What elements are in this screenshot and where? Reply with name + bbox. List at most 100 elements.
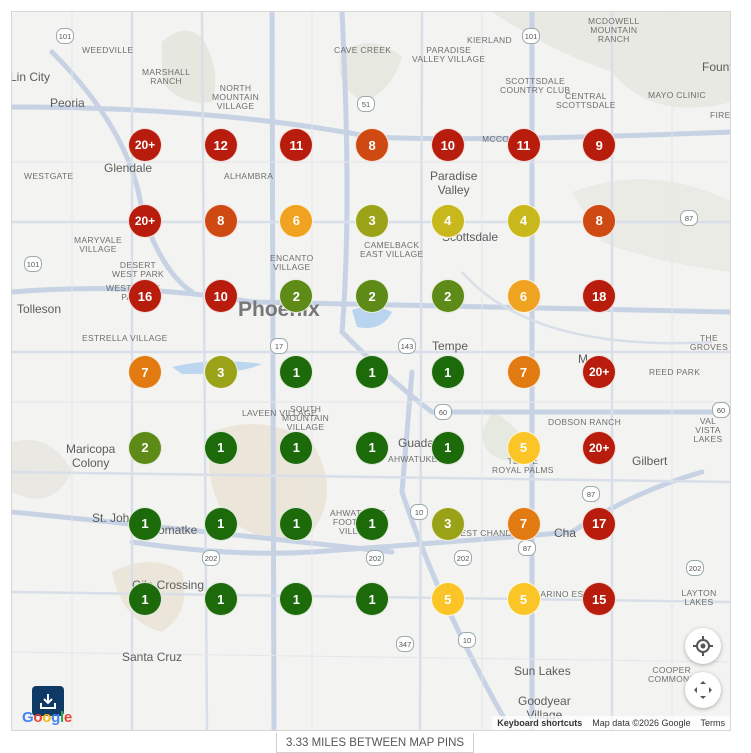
expand-arrows-icon (694, 681, 712, 699)
pin-count: 18 (591, 288, 607, 304)
map-pin[interactable]: 8 (355, 128, 390, 162)
map-attribution: Keyboard shortcuts Map data ©2026 Google… (492, 716, 730, 730)
place-label: ENCANTO VILLAGE (270, 253, 314, 272)
map-pin[interactable]: 2 (430, 279, 465, 314)
pin-count: 1 (444, 364, 452, 380)
map-pin[interactable]: 1 (355, 506, 390, 541)
pin-count: 4 (519, 213, 528, 229)
my-location-button[interactable] (685, 628, 721, 664)
map-pin[interactable]: 12 (203, 128, 238, 162)
map-pin[interactable]: 8 (203, 203, 238, 238)
map-pin[interactable]: 9 (582, 128, 617, 162)
pin-count: 20+ (589, 365, 610, 380)
map-pin[interactable]: 2 (128, 430, 162, 465)
city-label: Cha (554, 526, 577, 540)
pin-count: 3 (444, 516, 452, 531)
pin-count: 1 (217, 440, 225, 456)
map-pin[interactable]: 5 (430, 582, 465, 617)
route-shield-icon: 87 (582, 486, 600, 502)
map-pin[interactable]: 5 (506, 430, 541, 465)
route-shield-icon: 202 (202, 550, 220, 566)
place-label: MARYVALE VILLAGE (74, 235, 122, 254)
map-pin[interactable]: 1 (430, 355, 465, 390)
pin-count: 1 (141, 516, 149, 531)
map-pin[interactable]: 3 (203, 355, 238, 390)
pin-count: 10 (440, 137, 456, 153)
map-pin[interactable]: 3 (430, 506, 465, 541)
map-pin[interactable]: 3 (355, 203, 390, 238)
place-label: WEST CHANDLER (452, 528, 530, 538)
map-pin[interactable]: 1 (128, 582, 162, 617)
map-pin[interactable]: 6 (506, 279, 541, 314)
pin-count: 1 (292, 364, 300, 380)
pin-count: 5 (444, 591, 452, 607)
map-pin[interactable]: 20+ (128, 128, 162, 162)
pin-count: 4 (444, 213, 452, 229)
city-label: Sun Lakes (514, 664, 571, 678)
map-pin[interactable]: 10 (430, 128, 465, 162)
pin-count: 11 (289, 137, 304, 153)
map-pin[interactable]: 1 (355, 430, 390, 465)
route-shield-icon: 17 (270, 338, 288, 354)
pin-count: 8 (368, 137, 376, 153)
place-label: DOBSON RANCH (548, 417, 622, 427)
map-pin[interactable]: 1 (430, 430, 465, 465)
place-label: WESTGATE (24, 171, 74, 181)
keyboard-shortcuts-link[interactable]: Keyboard shortcuts (497, 718, 583, 728)
pin-count: 10 (213, 288, 228, 304)
city-label: M (578, 352, 588, 366)
place-label: SOUTH MOUNTAIN VILLAGE (282, 404, 330, 432)
map-pin[interactable]: 20+ (582, 430, 617, 465)
fullscreen-button[interactable] (685, 672, 721, 708)
map-pin[interactable]: 1 (128, 506, 162, 541)
place-label: LAYTON LAKES (681, 588, 717, 607)
place-label: PARADISE VALLEY VILLAGE (412, 45, 486, 64)
map-pin[interactable]: 7 (128, 355, 162, 390)
pin-count: 2 (141, 440, 149, 456)
pin-count: 1 (444, 440, 452, 456)
map-pin[interactable]: 1 (203, 430, 238, 465)
map-pin[interactable]: 7 (506, 506, 541, 541)
pin-count: 1 (368, 516, 376, 531)
map-pin[interactable]: 1 (279, 506, 314, 541)
pin-count: 6 (292, 213, 300, 229)
map-pin[interactable]: 20+ (128, 203, 162, 238)
map-pin[interactable]: 17 (582, 506, 617, 541)
route-shield-icon: 202 (686, 560, 704, 576)
place-label: CENTRAL SCOTTSDALE (556, 91, 616, 110)
city-label: Tolleson (17, 302, 62, 316)
pin-count: 15 (591, 591, 607, 607)
map-pin[interactable]: 4 (506, 203, 541, 238)
map-pin[interactable]: 6 (279, 203, 314, 238)
map-pin[interactable]: 2 (279, 279, 314, 314)
pin-count: 5 (519, 440, 528, 456)
map-pin[interactable]: 8 (582, 203, 617, 238)
pin-count: 5 (519, 591, 528, 607)
map-pin[interactable]: 10 (203, 279, 238, 314)
pin-count: 3 (368, 213, 376, 229)
pin-count: 2 (444, 288, 452, 304)
map-pin[interactable]: 4 (430, 203, 465, 238)
pin-count: 1 (292, 516, 300, 531)
pin-count: 7 (519, 364, 528, 380)
map-pin[interactable]: 2 (355, 279, 390, 314)
city-label: Glendale (104, 161, 153, 175)
route-shield-icon: 202 (366, 550, 384, 566)
map-pin[interactable]: 7 (506, 355, 541, 390)
place-label: WEEDVILLE (82, 45, 134, 55)
terms-link[interactable]: Terms (700, 718, 726, 728)
pin-count: 9 (595, 137, 603, 153)
map-pin[interactable]: 1 (355, 355, 390, 390)
map-pin[interactable]: 11 (506, 128, 541, 162)
download-icon (40, 694, 56, 709)
map-pin[interactable]: 1 (279, 430, 314, 465)
map-pin[interactable]: 5 (506, 582, 541, 617)
download-button[interactable] (32, 686, 64, 716)
place-label: COOPER COMMONS (648, 665, 696, 684)
map-pin[interactable]: 1 (203, 582, 238, 617)
map-canvas[interactable]: WEEDVILLE MARSHALL RANCH NORTH MOUNTAIN VI… (11, 11, 731, 731)
pin-count: 11 (516, 137, 531, 153)
place-label: CAMELBACK EAST VILLAGE (360, 240, 424, 259)
pin-count: 6 (519, 288, 528, 304)
map-pin[interactable]: 1 (203, 506, 238, 541)
